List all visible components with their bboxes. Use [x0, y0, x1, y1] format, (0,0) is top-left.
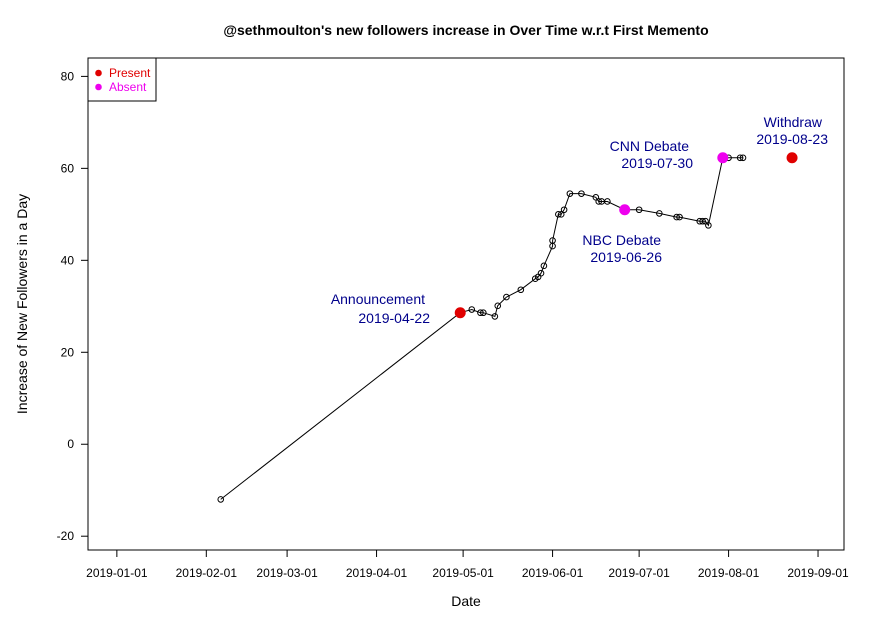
series-line	[220, 157, 743, 500]
data-point	[468, 306, 476, 313]
data-point	[595, 198, 603, 205]
event-label: NBC Debate	[582, 232, 661, 248]
legend-box	[87, 57, 157, 102]
y-axis-label: Increase of New Followers in a Day	[14, 194, 30, 414]
data-series	[217, 154, 747, 503]
legend-label: Absent	[109, 80, 147, 94]
y-axis: -20 0 20 40 60 80	[57, 69, 89, 543]
data-point	[549, 237, 556, 244]
y-tick-label: -20	[57, 529, 75, 543]
x-axis: 2019-01-01 2019-02-01 2019-03-01 2019-04-01…	[86, 549, 849, 580]
data-point	[676, 213, 683, 221]
y-tick-label: 60	[61, 161, 75, 175]
event-label: Announcement	[331, 291, 425, 307]
data-point	[673, 213, 680, 221]
data-point	[540, 262, 548, 270]
event-markers: Announcement 2019-04-22 NBC Debate2019-06-…	[331, 114, 828, 326]
x-tick-label: 2019-08-01	[698, 566, 760, 580]
data-point	[503, 293, 510, 301]
x-tick-label: 2019-09-01	[787, 566, 849, 580]
event-date-label: 2019-08-23	[756, 131, 828, 147]
data-point	[517, 286, 525, 294]
data-point	[656, 210, 663, 217]
data-point	[578, 190, 585, 197]
event-marker-absent	[717, 152, 729, 164]
x-tick-label: 2019-05-01	[432, 566, 494, 580]
y-tick-label: 40	[61, 253, 75, 267]
x-tick-label: 2019-04-01	[346, 566, 408, 580]
event-date-label: 2019-06-26	[590, 249, 662, 265]
x-tick-label: 2019-03-01	[256, 566, 318, 580]
x-tick-label: 2019-06-01	[522, 566, 584, 580]
data-point	[217, 496, 225, 503]
legend-label: Present	[109, 66, 151, 80]
data-point	[604, 198, 611, 205]
data-point	[635, 206, 643, 214]
data-point	[705, 222, 712, 229]
data-point	[491, 313, 499, 320]
y-tick-label: 20	[61, 345, 75, 359]
data-point	[736, 154, 744, 162]
data-point	[537, 269, 545, 277]
event-marker-present	[454, 307, 466, 319]
data-point	[566, 190, 574, 197]
chart-title: @sethmoulton's new followers increase in…	[223, 22, 708, 38]
plot-frame	[87, 57, 845, 551]
event-marker-absent	[619, 204, 631, 216]
event-date-label: 2019-04-22	[358, 310, 430, 326]
x-tick-label: 2019-01-01	[86, 566, 148, 580]
event-marker-present	[786, 152, 798, 164]
data-point	[699, 217, 706, 225]
data-point	[739, 154, 747, 162]
y-tick-label: 80	[61, 69, 75, 83]
data-point	[480, 309, 487, 317]
data-point	[555, 211, 562, 218]
y-tick-label: 0	[67, 437, 74, 451]
legend-swatch-present	[95, 69, 102, 77]
data-point	[477, 309, 484, 317]
event-date-label: 2019-07-30	[621, 155, 693, 171]
data-point	[557, 211, 565, 218]
x-tick-label: 2019-02-01	[176, 566, 238, 580]
data-point	[560, 206, 568, 214]
event-label: CNN Debate	[610, 138, 690, 154]
x-axis-label: Date	[451, 593, 481, 609]
data-point	[494, 302, 502, 310]
legend-swatch-absent	[95, 83, 102, 91]
x-tick-label: 2019-07-01	[608, 566, 670, 580]
event-label: Withdraw	[764, 114, 823, 130]
